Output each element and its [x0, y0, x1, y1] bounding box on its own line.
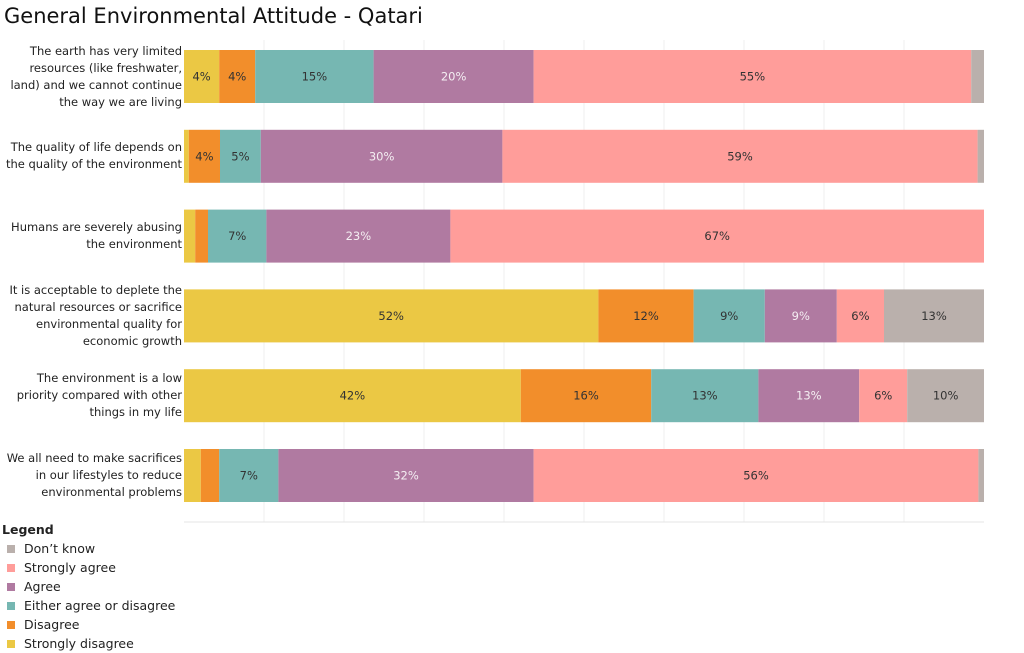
data-label: 55%	[740, 70, 766, 84]
data-label: 9%	[792, 309, 810, 323]
bar-segment	[971, 50, 984, 103]
legend-item: Strongly disagree	[2, 634, 175, 653]
legend-item: Strongly agree	[2, 558, 175, 577]
data-label: 4%	[192, 70, 210, 84]
bar-segment	[884, 289, 984, 343]
bar-segment	[184, 449, 201, 502]
category-label: The quality of life depends on the quali…	[5, 140, 182, 172]
bar-segment	[907, 369, 984, 423]
data-label: 15%	[302, 70, 328, 84]
bar-segment	[764, 289, 837, 343]
bar-segment	[450, 209, 984, 263]
data-label: 13%	[692, 389, 718, 403]
legend-label: Disagree	[24, 617, 80, 632]
data-label: 56%	[743, 469, 769, 483]
bar-segment	[859, 369, 908, 423]
bar-segment	[651, 369, 759, 423]
bar-segment	[184, 209, 196, 263]
data-label: 42%	[340, 389, 366, 403]
bar-segment	[208, 209, 267, 263]
data-label: 16%	[573, 389, 599, 403]
legend: Legend Don’t know Strongly agree Agree Eith…	[2, 522, 175, 653]
legend-item: Don’t know	[2, 539, 175, 558]
bar-segment	[533, 449, 979, 502]
data-label: 5%	[231, 149, 249, 163]
data-label: 20%	[441, 70, 467, 84]
legend-item: Either agree or disagree	[2, 596, 175, 615]
bar-segment	[188, 129, 220, 183]
bar-segment	[502, 129, 978, 183]
category-label: The earth has very limited resources (li…	[10, 43, 182, 109]
bar-segment	[200, 449, 220, 502]
legend-label: Agree	[24, 579, 61, 594]
bar-segment	[373, 50, 534, 103]
bar-segment	[977, 129, 984, 183]
bar-segment	[219, 50, 256, 103]
legend-swatch-icon	[7, 601, 15, 610]
legend-label: Strongly agree	[24, 560, 116, 575]
data-label: 32%	[393, 469, 419, 483]
category-label: It is acceptable to deplete the natural …	[9, 282, 182, 348]
bar-segment	[195, 209, 208, 263]
data-label: 59%	[727, 149, 753, 163]
legend-label: Strongly disagree	[24, 636, 134, 651]
bar-segment	[184, 50, 220, 103]
legend-title: Legend	[2, 522, 54, 537]
legend-label: Either agree or disagree	[24, 598, 176, 613]
data-label: 6%	[874, 389, 892, 403]
data-label: 30%	[369, 149, 395, 163]
category-label: The environment is a low priority compar…	[16, 371, 182, 420]
legend-swatch-icon	[7, 582, 15, 591]
bar-segment	[266, 209, 451, 263]
legend-item: Disagree	[2, 615, 175, 634]
legend-swatch-icon	[7, 639, 15, 648]
data-label: 9%	[720, 309, 738, 323]
data-label: 10%	[933, 389, 959, 403]
bar-segment	[220, 129, 261, 183]
legend-swatch-icon	[7, 544, 15, 553]
bar-segment	[184, 369, 521, 423]
data-label: 4%	[228, 70, 246, 84]
bar-segment	[520, 369, 652, 423]
data-label: 13%	[921, 309, 947, 323]
bar-segment	[184, 289, 599, 343]
bar-segment	[219, 449, 279, 502]
chart-title: General Environmental Attitude - Qatari	[4, 4, 423, 28]
data-label: 12%	[633, 309, 659, 323]
bar-segment	[598, 289, 694, 343]
bar-segment	[693, 289, 765, 343]
bar-segment	[278, 449, 534, 502]
data-label: 52%	[378, 309, 404, 323]
bar-segment	[758, 369, 860, 423]
data-label: 23%	[346, 229, 372, 243]
data-label: 4%	[195, 149, 213, 163]
bar-segment	[836, 289, 884, 343]
data-label: 13%	[796, 389, 822, 403]
bar-segment	[255, 50, 374, 103]
category-label: Humans are severely abusing the environm…	[11, 220, 182, 252]
data-label: 7%	[240, 469, 258, 483]
data-label: 67%	[704, 229, 730, 243]
legend-swatch-icon	[7, 563, 15, 572]
bar-segment	[260, 129, 503, 183]
category-label: We all need to make sacrifices in our li…	[6, 451, 182, 499]
data-label: 6%	[851, 309, 869, 323]
bar-segment	[184, 129, 189, 183]
bar-segment	[978, 449, 984, 502]
legend-label: Don’t know	[24, 541, 96, 556]
bar-segment	[533, 50, 972, 103]
legend-item: Agree	[2, 577, 175, 596]
legend-swatch-icon	[7, 620, 15, 629]
data-label: 7%	[228, 229, 246, 243]
